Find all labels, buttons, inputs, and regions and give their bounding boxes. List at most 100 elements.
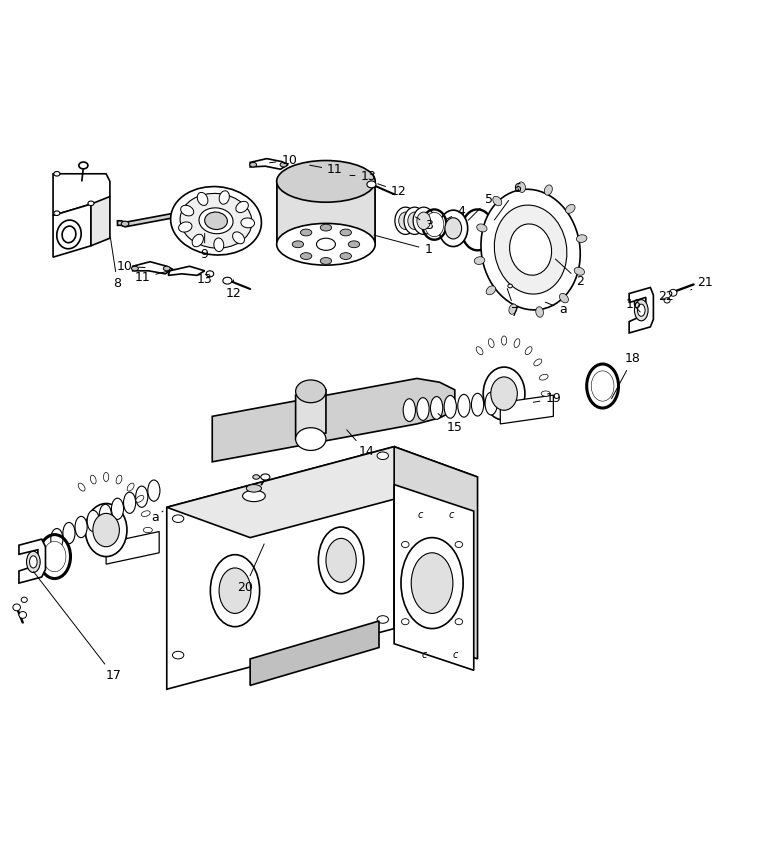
Ellipse shape xyxy=(664,298,670,303)
Ellipse shape xyxy=(236,201,249,212)
Text: 12: 12 xyxy=(226,280,241,300)
Text: 14: 14 xyxy=(346,430,374,458)
Ellipse shape xyxy=(116,476,122,484)
Ellipse shape xyxy=(340,229,352,236)
Ellipse shape xyxy=(219,191,230,205)
Ellipse shape xyxy=(87,510,99,532)
Ellipse shape xyxy=(197,192,208,205)
Polygon shape xyxy=(133,261,173,274)
Ellipse shape xyxy=(491,377,517,410)
Text: 1: 1 xyxy=(374,235,432,256)
Ellipse shape xyxy=(199,208,233,234)
Ellipse shape xyxy=(476,347,483,355)
Ellipse shape xyxy=(192,234,203,247)
Ellipse shape xyxy=(13,604,20,611)
Polygon shape xyxy=(250,159,288,169)
Ellipse shape xyxy=(417,212,431,230)
Ellipse shape xyxy=(348,241,360,248)
Text: 7: 7 xyxy=(507,288,519,319)
Ellipse shape xyxy=(63,522,75,544)
Ellipse shape xyxy=(243,490,265,501)
Text: 4: 4 xyxy=(446,205,465,219)
Ellipse shape xyxy=(253,475,259,479)
Text: 6: 6 xyxy=(494,182,521,220)
Ellipse shape xyxy=(485,392,497,415)
Ellipse shape xyxy=(88,201,94,205)
Ellipse shape xyxy=(377,615,389,623)
Ellipse shape xyxy=(180,193,252,249)
Ellipse shape xyxy=(27,551,40,572)
Text: 17: 17 xyxy=(33,571,121,682)
Ellipse shape xyxy=(142,511,150,517)
Ellipse shape xyxy=(455,619,462,625)
Ellipse shape xyxy=(233,232,245,243)
Ellipse shape xyxy=(90,476,96,484)
Text: 10: 10 xyxy=(270,154,297,167)
Polygon shape xyxy=(117,211,182,227)
Ellipse shape xyxy=(171,186,262,255)
Ellipse shape xyxy=(261,474,270,480)
Ellipse shape xyxy=(540,375,548,380)
Polygon shape xyxy=(288,162,323,173)
Ellipse shape xyxy=(103,472,109,482)
Ellipse shape xyxy=(435,595,444,602)
Text: c: c xyxy=(418,510,424,520)
Text: 11: 11 xyxy=(310,163,343,177)
Ellipse shape xyxy=(340,253,352,260)
Ellipse shape xyxy=(241,218,255,228)
Ellipse shape xyxy=(54,211,60,216)
Ellipse shape xyxy=(488,339,494,348)
Ellipse shape xyxy=(92,513,120,547)
Ellipse shape xyxy=(127,483,134,491)
Polygon shape xyxy=(250,621,379,685)
Ellipse shape xyxy=(431,397,443,419)
Text: 10: 10 xyxy=(117,260,145,273)
Ellipse shape xyxy=(591,371,614,401)
Ellipse shape xyxy=(300,253,312,260)
Ellipse shape xyxy=(402,541,409,547)
Text: 15: 15 xyxy=(438,413,462,434)
Ellipse shape xyxy=(246,484,262,492)
Polygon shape xyxy=(167,447,478,538)
Polygon shape xyxy=(19,539,45,583)
Text: 18: 18 xyxy=(612,352,641,399)
Text: 19: 19 xyxy=(534,393,561,406)
Ellipse shape xyxy=(493,196,502,205)
Ellipse shape xyxy=(534,359,542,366)
Ellipse shape xyxy=(458,515,467,522)
Text: 8: 8 xyxy=(111,237,121,290)
Polygon shape xyxy=(394,447,478,658)
Ellipse shape xyxy=(445,217,462,239)
Ellipse shape xyxy=(408,212,421,230)
Polygon shape xyxy=(277,181,375,244)
Ellipse shape xyxy=(326,539,356,583)
Ellipse shape xyxy=(296,380,326,403)
Ellipse shape xyxy=(51,528,63,550)
Text: c: c xyxy=(421,650,428,660)
Text: 5: 5 xyxy=(468,193,493,220)
Ellipse shape xyxy=(320,257,332,264)
Ellipse shape xyxy=(214,238,224,252)
Polygon shape xyxy=(91,197,110,246)
Ellipse shape xyxy=(458,394,470,417)
Ellipse shape xyxy=(179,222,192,232)
Ellipse shape xyxy=(399,212,412,230)
Ellipse shape xyxy=(536,306,543,318)
Ellipse shape xyxy=(85,503,127,557)
Polygon shape xyxy=(296,390,326,439)
Ellipse shape xyxy=(79,162,88,169)
Ellipse shape xyxy=(296,428,326,450)
Polygon shape xyxy=(53,173,110,216)
Ellipse shape xyxy=(320,224,332,231)
Ellipse shape xyxy=(443,569,452,575)
Ellipse shape xyxy=(78,483,85,491)
Ellipse shape xyxy=(219,568,251,614)
Text: a: a xyxy=(545,302,567,316)
Ellipse shape xyxy=(450,542,459,548)
Polygon shape xyxy=(394,484,474,671)
Ellipse shape xyxy=(21,597,27,602)
Ellipse shape xyxy=(411,553,453,614)
Polygon shape xyxy=(500,395,553,424)
Ellipse shape xyxy=(395,207,416,235)
Text: 2: 2 xyxy=(556,259,584,288)
